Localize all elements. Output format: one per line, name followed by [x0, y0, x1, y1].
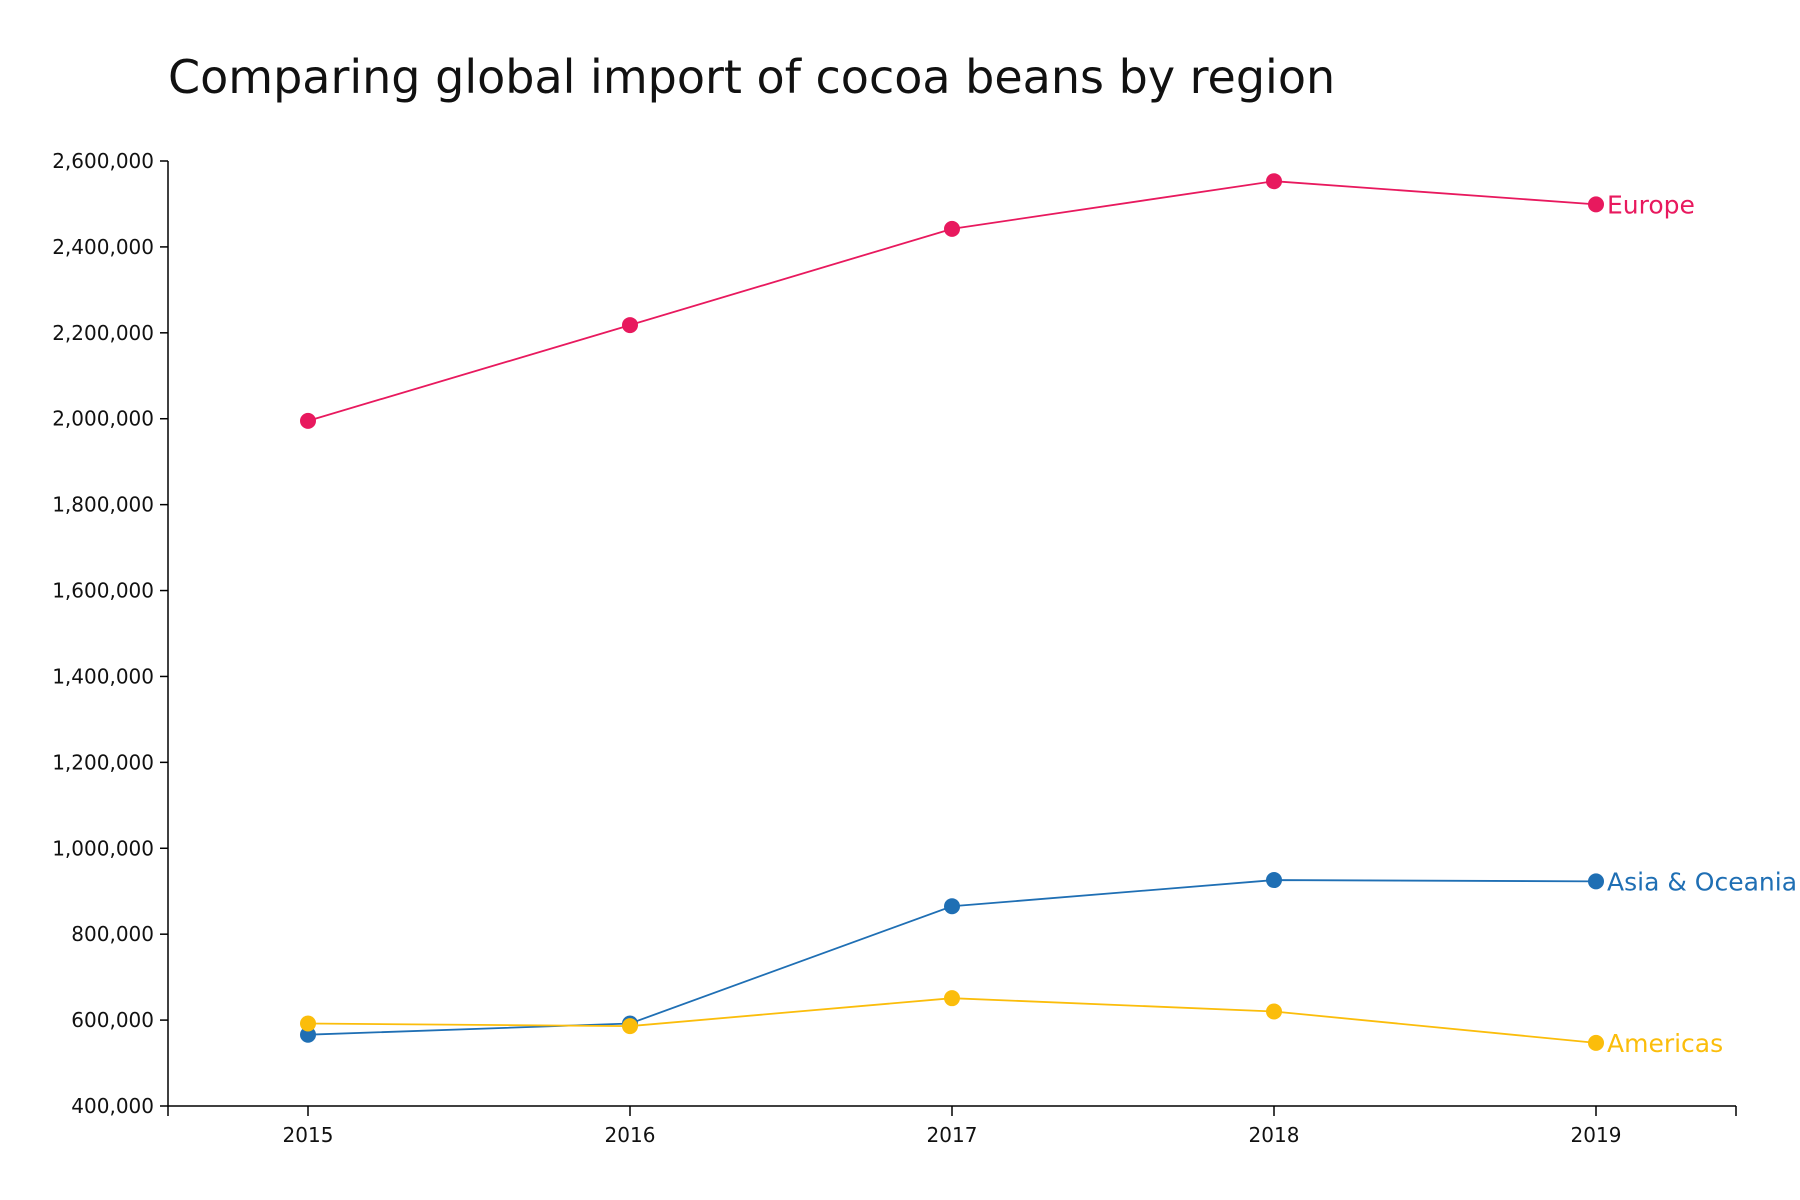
series-label-americas: Americas [1607, 1029, 1723, 1058]
y-tick-label: 2,000,000 [52, 407, 154, 431]
data-point [1266, 872, 1282, 889]
y-tick-label: 1,600,000 [52, 579, 154, 603]
y-tick-label: 400,000 [71, 1094, 154, 1118]
data-point [1588, 196, 1604, 213]
data-point [300, 1015, 316, 1032]
series-asia-oceania: Asia & Oceania [300, 867, 1797, 1043]
data-point [1266, 1003, 1282, 1020]
x-tick-label: 2019 [1571, 1123, 1622, 1147]
series-label-asia-oceania: Asia & Oceania [1607, 867, 1797, 896]
y-axis: 400,000 600,000 800,000 1,000,000 1,200,000 1… [52, 149, 169, 1118]
x-tick-label: 2015 [283, 1123, 334, 1147]
data-point [300, 412, 316, 429]
data-point [622, 317, 638, 334]
y-tick-label: 600,000 [71, 1008, 154, 1032]
data-point [300, 1026, 316, 1043]
y-tick-label: 2,400,000 [52, 235, 154, 259]
series-europe: Europe [300, 173, 1695, 429]
data-point [622, 1018, 638, 1035]
y-tick-label: 1,200,000 [52, 750, 154, 774]
data-point [1588, 1034, 1604, 1051]
y-tick-label: 2,600,000 [52, 149, 154, 173]
y-tick-label: 1,800,000 [52, 493, 154, 517]
y-tick-label: 1,000,000 [52, 836, 154, 860]
x-axis: 2015 2016 2017 2018 2019 [167, 1105, 1737, 1147]
chart-title: Comparing global import of cocoa beans b… [168, 50, 1336, 104]
data-point [944, 898, 960, 915]
series-group: Europe Asia & Oceania Americas [300, 173, 1797, 1058]
data-point [1588, 873, 1604, 890]
series-americas: Americas [300, 990, 1723, 1058]
data-point [944, 220, 960, 237]
y-tick-label: 800,000 [71, 922, 154, 946]
series-line-europe [307, 180, 1597, 422]
data-point [944, 990, 960, 1007]
data-point [1266, 173, 1282, 190]
y-tick-label: 1,400,000 [52, 664, 154, 688]
x-tick-label: 2017 [927, 1123, 978, 1147]
x-tick-label: 2018 [1249, 1123, 1300, 1147]
x-tick-label: 2016 [605, 1123, 656, 1147]
y-tick-label: 2,200,000 [52, 321, 154, 345]
series-label-europe: Europe [1607, 190, 1695, 219]
